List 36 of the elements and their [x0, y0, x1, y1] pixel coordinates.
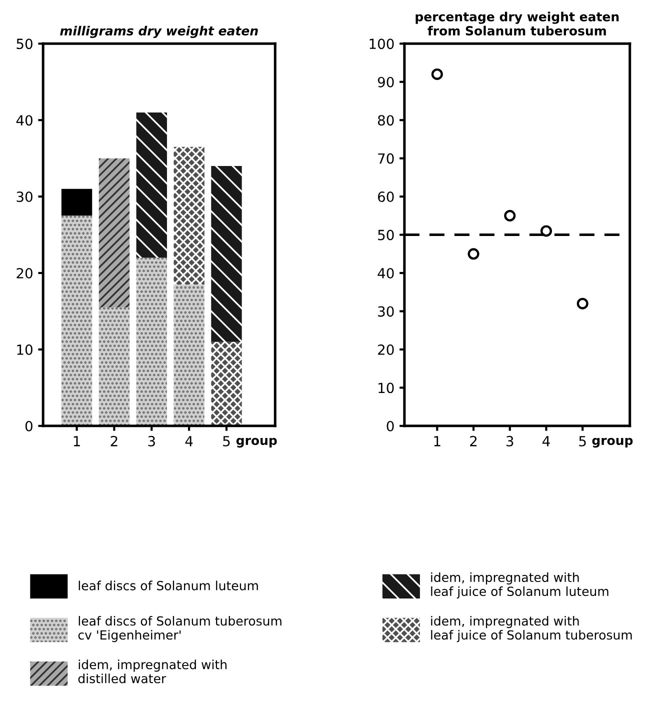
- y-tick-label: 20: [16, 268, 32, 278]
- x-tick-label: 1: [434, 436, 440, 446]
- x-axis-title: group: [236, 438, 277, 448]
- x-tick-label: 5: [579, 436, 586, 446]
- x-tick-label: 2: [110, 436, 118, 446]
- y-tick-label: 60: [378, 192, 394, 202]
- y-tick-label: 0: [25, 420, 32, 432]
- y-tick-label: 0: [386, 420, 394, 432]
- y-tick-label: 90: [378, 76, 394, 88]
- y-tick-label: 70: [378, 153, 394, 164]
- y-tick-label: 20: [378, 344, 394, 355]
- y-tick-label: 10: [378, 382, 394, 394]
- x-axis-title: group: [592, 438, 633, 448]
- x-tick-label: 1: [74, 436, 80, 446]
- y-tick-label: 50: [378, 230, 394, 240]
- x-tick-label: 4: [542, 436, 550, 446]
- x-tick-label: 2: [470, 436, 477, 446]
- legend-label: idem, impregnated with leaf juice of Solanum tuberosum: [431, 616, 632, 642]
- legend-label: leaf discs of Solanum luteum: [78, 580, 258, 590]
- x-tick-label: 4: [185, 436, 193, 446]
- x-tick-label: 3: [148, 436, 155, 446]
- legend-label: leaf discs of Solanum tuberosum cv 'Eigenheimer': [78, 616, 282, 642]
- y-tick-label: 100: [370, 38, 394, 50]
- y-tick-label: 80: [378, 115, 394, 126]
- y-tick-label: 50: [16, 38, 32, 50]
- legend-label: idem, impregnated with distilled water: [78, 660, 226, 684]
- chart-title: percentage dry weight eaten from Solanum tuberosum: [416, 12, 619, 36]
- y-tick-label: 30: [16, 192, 32, 202]
- y-tick-label: 40: [378, 268, 394, 278]
- y-tick-label: 10: [17, 344, 32, 355]
- chart-title: milligrams dry weight eaten: [60, 26, 258, 38]
- x-tick-label: 3: [506, 436, 514, 446]
- y-tick-label: 30: [378, 306, 394, 317]
- y-tick-label: 40: [16, 115, 32, 126]
- legend-label: idem, impregnated with leaf juice of Solanum luteum: [431, 572, 608, 598]
- x-tick-label: 5: [223, 436, 230, 446]
